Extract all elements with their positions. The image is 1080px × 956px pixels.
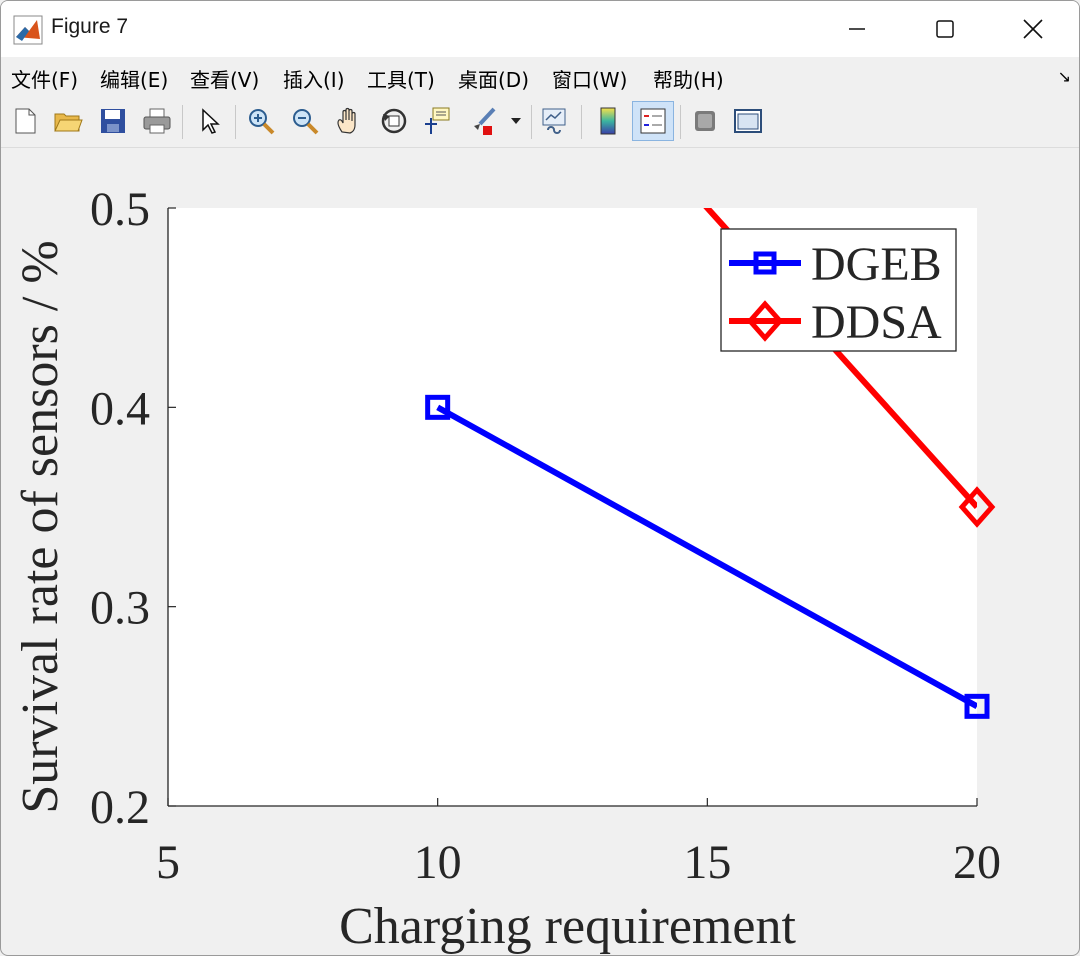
menu-bar: 文件(F) 编辑(E) 查看(V) 插入(I) 工具(T) 桌面(D) 窗口(W… — [1, 57, 1079, 95]
menu-desktop[interactable]: 桌面(D) — [458, 68, 530, 92]
pan-hand-icon[interactable] — [331, 103, 367, 139]
y-tick-label: 0.4 — [90, 382, 150, 435]
maximize-icon — [936, 20, 954, 38]
close-button[interactable] — [989, 1, 1077, 57]
window-title: Figure 7 — [51, 15, 129, 38]
x-tick-label: 5 — [156, 836, 180, 889]
show-plot-tools-icon[interactable] — [730, 103, 766, 139]
save-icon[interactable] — [95, 103, 131, 139]
brush-icon[interactable] — [465, 103, 501, 139]
zoom-in-icon[interactable] — [243, 103, 279, 139]
series-line-dgeb[interactable] — [436, 404, 977, 709]
matlab-icon — [13, 15, 43, 45]
legend-marker-ddsa — [746, 300, 784, 342]
dock-arrow-icon[interactable]: ↘ — [1057, 67, 1071, 86]
link-plot-icon[interactable] — [538, 103, 574, 139]
line-chart[interactable]: 5 10 15 20 0.2 0.3 0.4 0.5 Charging requirement S… — [1, 149, 1079, 955]
minimize-icon — [849, 28, 865, 30]
legend-label-ddsa: DDSA — [811, 296, 942, 349]
legend-label-dgeb: DGEB — [811, 238, 942, 291]
series-line-ddsa[interactable] — [438, 149, 977, 510]
x-tick-label: 20 — [953, 836, 1001, 889]
data-cursor-icon[interactable] — [420, 103, 456, 139]
y-tick-label: 0.3 — [90, 582, 150, 635]
brush-dropdown-icon[interactable] — [505, 103, 527, 139]
x-axis-label: Charging requirement — [339, 898, 796, 955]
legend-marker-dgeb — [753, 251, 777, 275]
menu-help[interactable]: 帮助(H) — [653, 68, 724, 92]
data-point-dgeb[interactable] — [425, 394, 451, 420]
toolbar — [1, 97, 1079, 148]
new-figure-icon[interactable] — [7, 103, 43, 139]
hide-plot-tools-icon[interactable] — [687, 103, 723, 139]
title-bar: Figure 7 — [1, 1, 1079, 57]
data-point-ddsa[interactable] — [958, 486, 996, 528]
x-tick-label: 10 — [414, 836, 462, 889]
open-file-icon[interactable] — [50, 103, 86, 139]
data-point-dgeb[interactable] — [964, 693, 990, 719]
menu-tools[interactable]: 工具(T) — [367, 68, 435, 92]
y-tick-label: 0.5 — [90, 183, 150, 236]
minimize-button[interactable] — [813, 1, 901, 57]
zoom-out-icon[interactable] — [287, 103, 323, 139]
maximize-button[interactable] — [901, 1, 989, 57]
menu-edit[interactable]: 编辑(E) — [100, 68, 169, 92]
menu-window[interactable]: 窗口(W) — [552, 68, 628, 92]
print-icon[interactable] — [139, 103, 175, 139]
y-tick-label: 0.2 — [90, 781, 150, 834]
menu-view[interactable]: 查看(V) — [190, 68, 260, 92]
figure-canvas: 5 10 15 20 0.2 0.3 0.4 0.5 Charging requirement S… — [1, 149, 1079, 955]
legend-icon[interactable] — [632, 101, 674, 141]
colorbar-icon[interactable] — [590, 103, 626, 139]
rotate-3d-icon[interactable] — [376, 103, 412, 139]
close-icon — [1023, 19, 1043, 39]
x-tick-label: 15 — [683, 836, 731, 889]
menu-file[interactable]: 文件(F) — [11, 68, 79, 92]
menu-insert[interactable]: 插入(I) — [283, 68, 345, 92]
y-axis-label: Survival rate of sensors / % — [12, 240, 69, 813]
select-pointer-icon[interactable] — [192, 103, 228, 139]
